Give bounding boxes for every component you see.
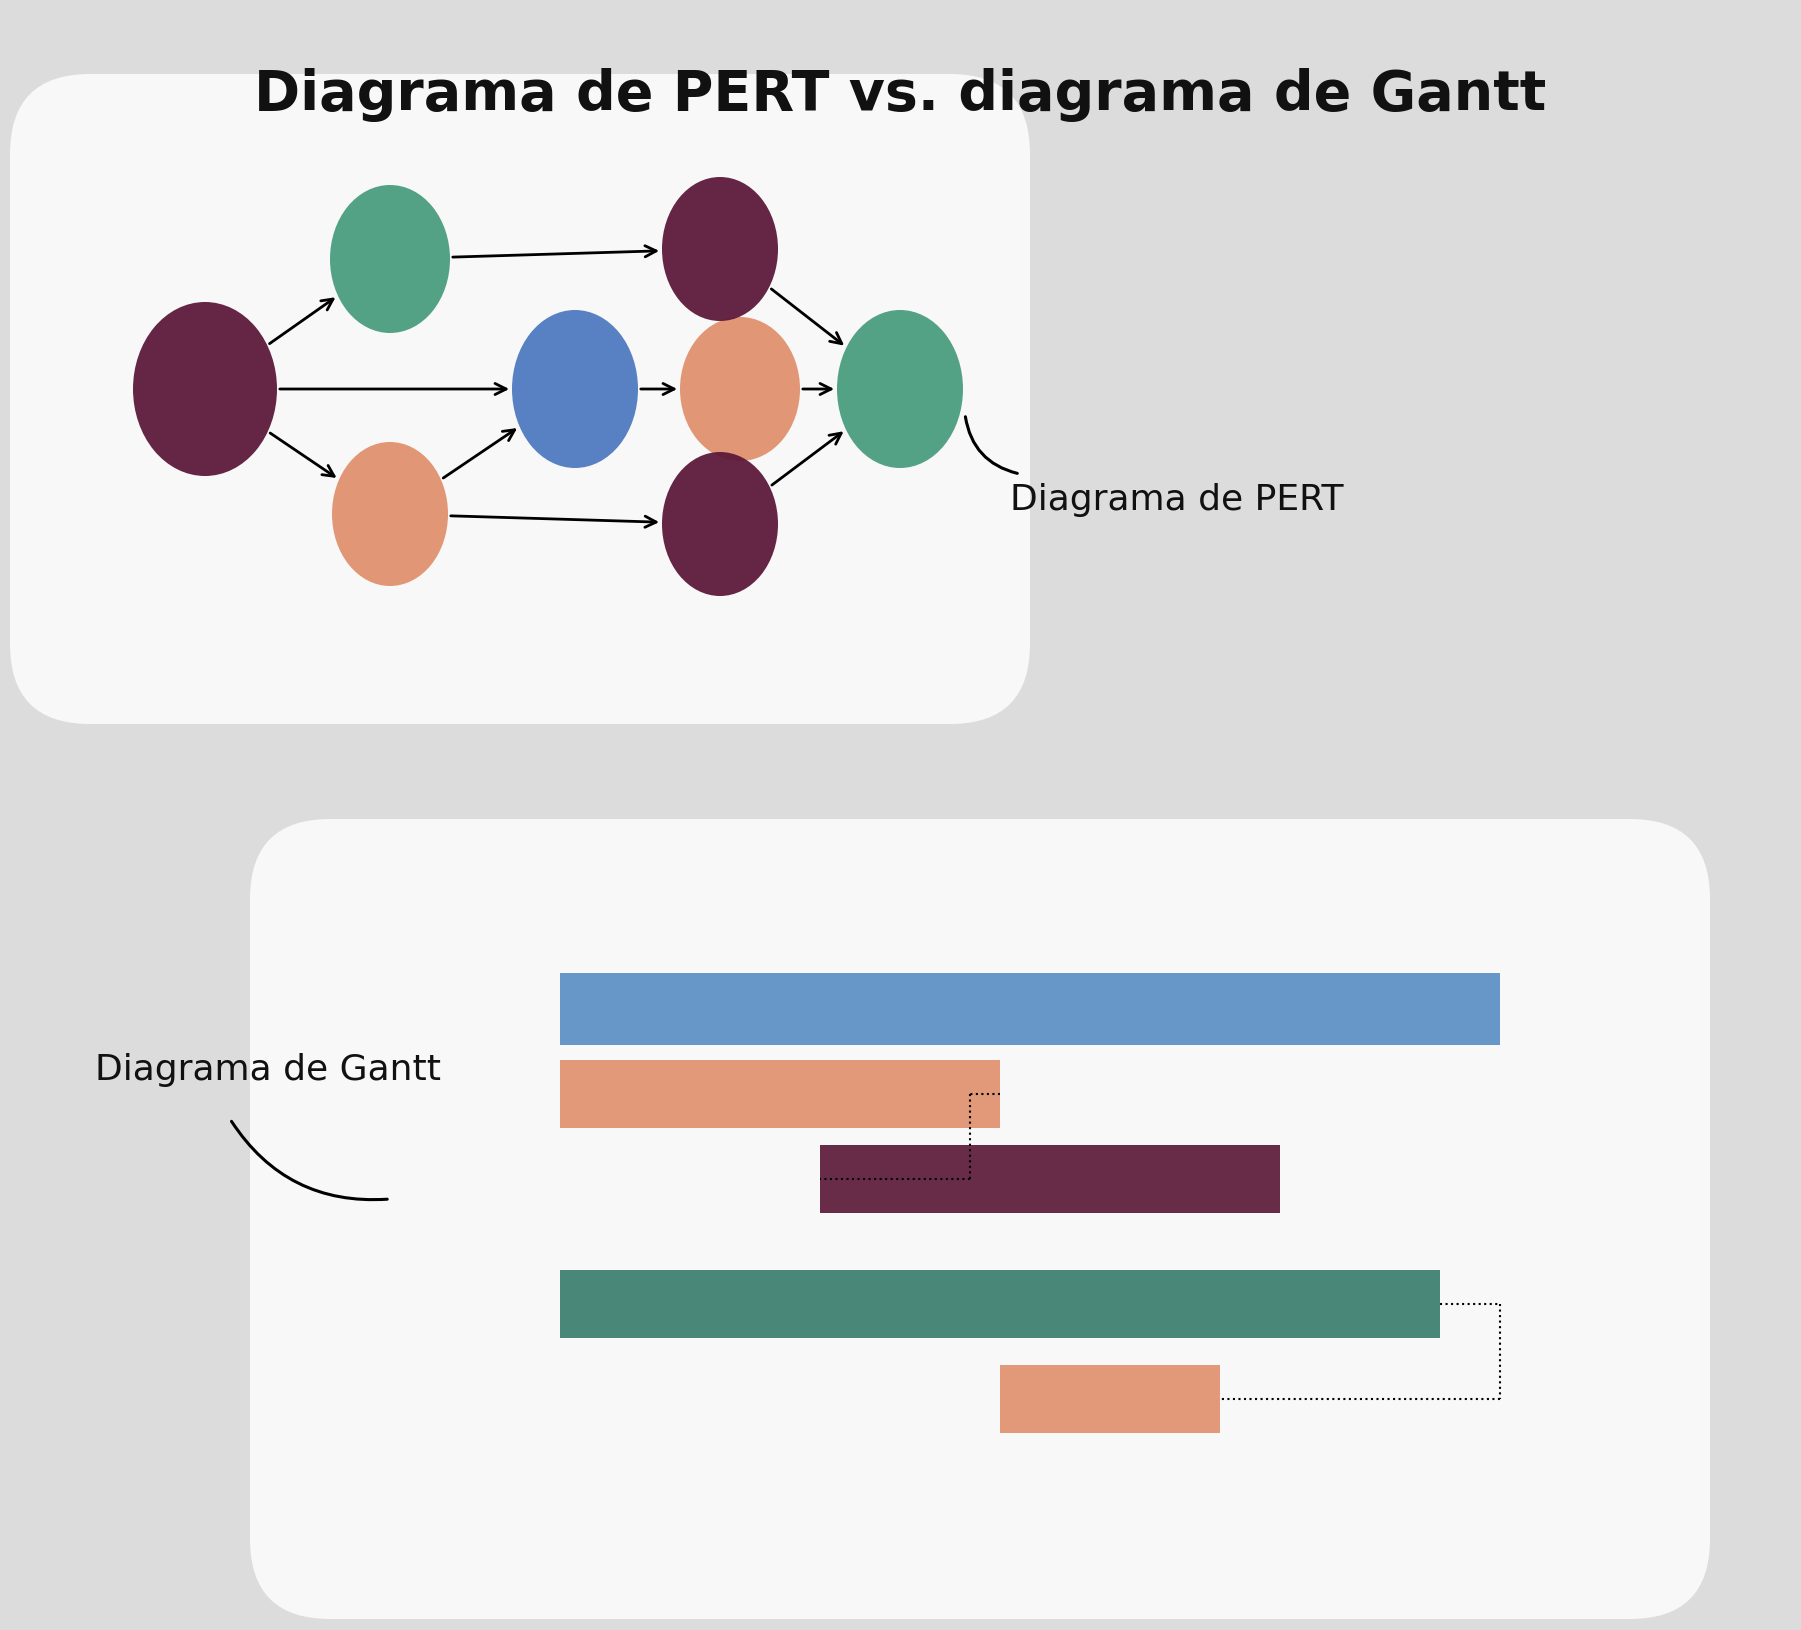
Bar bbox=[560, 1061, 1000, 1128]
Ellipse shape bbox=[330, 186, 450, 334]
Ellipse shape bbox=[331, 443, 448, 587]
Text: Diagrama de PERT vs. diagrama de Gantt: Diagrama de PERT vs. diagrama de Gantt bbox=[254, 68, 1545, 122]
Ellipse shape bbox=[663, 453, 778, 597]
Ellipse shape bbox=[681, 318, 800, 461]
FancyArrowPatch shape bbox=[965, 417, 1018, 474]
Bar bbox=[819, 1146, 1281, 1213]
FancyBboxPatch shape bbox=[250, 820, 1709, 1619]
Ellipse shape bbox=[663, 178, 778, 321]
FancyArrowPatch shape bbox=[232, 1121, 387, 1200]
Ellipse shape bbox=[511, 311, 638, 469]
Bar bbox=[560, 973, 1500, 1045]
FancyBboxPatch shape bbox=[11, 75, 1030, 725]
Bar bbox=[560, 1270, 1441, 1338]
Text: Diagrama de PERT: Diagrama de PERT bbox=[1010, 482, 1344, 517]
Ellipse shape bbox=[837, 311, 964, 469]
Text: Diagrama de Gantt: Diagrama de Gantt bbox=[95, 1053, 441, 1086]
Bar bbox=[1000, 1366, 1219, 1433]
Ellipse shape bbox=[133, 303, 277, 476]
